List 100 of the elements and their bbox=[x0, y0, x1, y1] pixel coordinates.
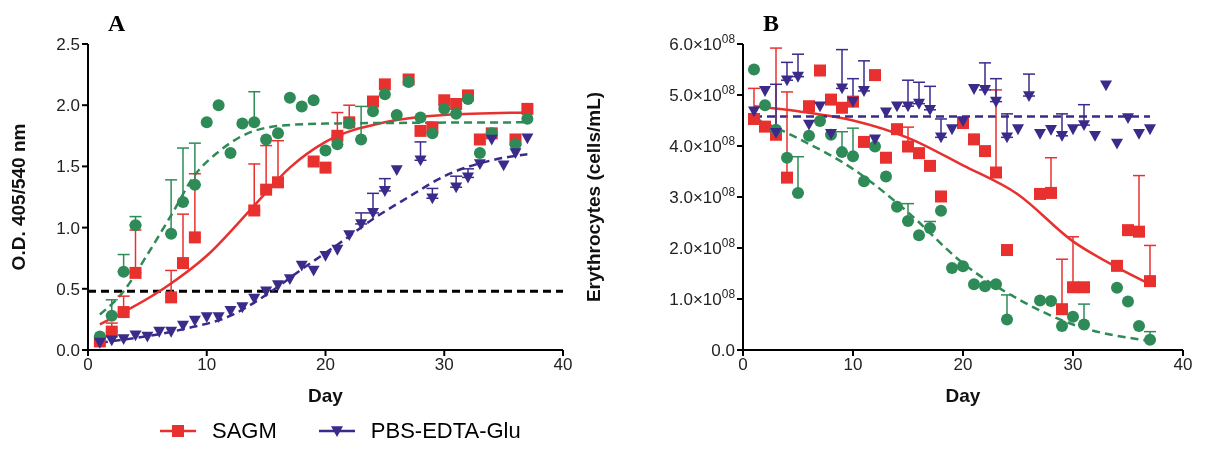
point bbox=[814, 101, 826, 113]
point bbox=[858, 135, 870, 148]
x-tick-label: 0 bbox=[738, 355, 748, 375]
point bbox=[902, 140, 914, 153]
point bbox=[1111, 138, 1123, 150]
point bbox=[236, 302, 249, 314]
point bbox=[1144, 333, 1156, 346]
point bbox=[1111, 281, 1123, 294]
point bbox=[891, 200, 903, 213]
point bbox=[924, 222, 936, 235]
point bbox=[414, 124, 427, 137]
point bbox=[924, 104, 936, 116]
y-tick-label: 0.0 bbox=[711, 341, 735, 360]
point bbox=[367, 105, 379, 118]
point bbox=[260, 133, 273, 146]
point bbox=[212, 312, 225, 323]
point bbox=[1034, 294, 1046, 307]
point bbox=[957, 260, 969, 273]
x-tick-label: 40 bbox=[1173, 355, 1193, 375]
point bbox=[968, 133, 980, 146]
point bbox=[473, 146, 486, 159]
y-tick-label: 1.5 bbox=[56, 157, 80, 177]
point bbox=[414, 155, 427, 167]
point bbox=[260, 286, 273, 298]
point bbox=[473, 133, 486, 146]
point bbox=[473, 159, 486, 170]
point bbox=[1078, 120, 1090, 132]
point bbox=[141, 331, 154, 343]
point bbox=[295, 260, 308, 272]
point bbox=[748, 112, 760, 125]
point bbox=[390, 165, 403, 177]
x-tick-label: 10 bbox=[197, 355, 217, 375]
point bbox=[283, 91, 296, 104]
chart-title: B bbox=[763, 10, 780, 37]
point bbox=[272, 280, 284, 292]
point bbox=[1012, 124, 1024, 136]
point bbox=[858, 86, 870, 97]
point bbox=[1056, 303, 1068, 316]
point bbox=[1067, 281, 1079, 294]
point bbox=[521, 133, 534, 145]
point bbox=[450, 97, 463, 110]
point bbox=[979, 280, 991, 293]
point bbox=[1122, 224, 1134, 237]
point bbox=[450, 107, 463, 120]
point bbox=[165, 291, 178, 304]
point bbox=[283, 274, 296, 286]
point bbox=[509, 148, 522, 159]
legend-label: SAGM bbox=[212, 418, 277, 444]
point bbox=[307, 265, 320, 277]
point bbox=[891, 101, 903, 113]
point bbox=[759, 86, 771, 97]
point bbox=[177, 195, 189, 208]
point bbox=[880, 151, 892, 164]
point bbox=[450, 182, 463, 194]
point bbox=[759, 99, 771, 112]
y-tick-label: 5.0×10$^{08}$ bbox=[669, 83, 736, 105]
point bbox=[1001, 313, 1013, 326]
point bbox=[319, 250, 332, 262]
point bbox=[117, 265, 130, 278]
point bbox=[803, 100, 815, 113]
y-tick-label: 6.0×10$^{08}$ bbox=[669, 32, 736, 54]
point bbox=[200, 116, 213, 129]
point bbox=[331, 138, 344, 151]
point bbox=[858, 175, 870, 188]
point bbox=[117, 306, 130, 319]
point bbox=[1045, 295, 1057, 308]
point bbox=[1078, 281, 1090, 294]
point bbox=[319, 144, 332, 157]
legend-label: PBS-EDTA-Glu bbox=[370, 418, 521, 444]
point bbox=[390, 108, 403, 121]
point bbox=[378, 78, 391, 91]
x-tick-label: 30 bbox=[434, 355, 454, 375]
y-tick-label: 1.0×10$^{08}$ bbox=[669, 287, 736, 309]
x-tick-label: 0 bbox=[83, 355, 93, 375]
point bbox=[343, 230, 356, 241]
point bbox=[307, 155, 320, 168]
point bbox=[1122, 295, 1134, 308]
point bbox=[438, 102, 451, 115]
point bbox=[1056, 320, 1068, 333]
point bbox=[880, 170, 892, 183]
point bbox=[485, 134, 498, 146]
y-tick-label: 0.0 bbox=[56, 341, 80, 360]
y-tick-label: 4.0×10$^{08}$ bbox=[669, 134, 736, 156]
point bbox=[836, 101, 848, 114]
point bbox=[200, 312, 213, 323]
x-tick-label: 10 bbox=[843, 355, 863, 375]
point bbox=[990, 278, 1002, 291]
point bbox=[177, 320, 189, 332]
chart-title: A bbox=[108, 10, 126, 37]
point bbox=[105, 335, 118, 347]
point bbox=[260, 183, 273, 196]
point bbox=[497, 160, 510, 172]
point bbox=[781, 75, 793, 87]
point bbox=[748, 63, 760, 76]
point bbox=[462, 93, 474, 106]
point bbox=[1111, 259, 1123, 272]
y-axis-title: Erythrocytes (cells/mL) bbox=[582, 91, 604, 303]
point bbox=[935, 190, 947, 203]
point bbox=[1034, 187, 1046, 200]
point bbox=[521, 112, 534, 125]
